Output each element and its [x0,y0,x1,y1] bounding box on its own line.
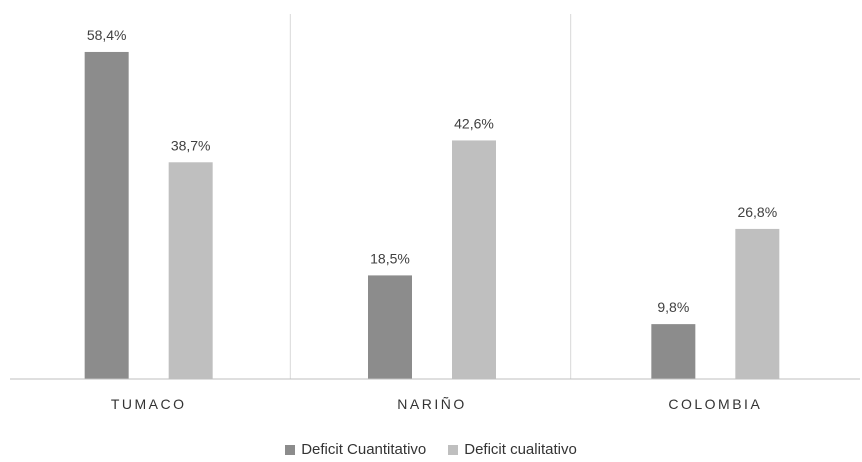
category-label-colombia: COLOMBIA [668,396,762,412]
value-label: 38,7% [171,137,211,153]
legend-item-cuantitativo: Deficit Cuantitativo [285,441,426,458]
bar-cualitativo-nariño [452,140,496,379]
value-label: 58,4% [87,27,127,43]
value-labels-group: 58,4% 38,7% 18,5% 42,6% 9,8% 26,8% [87,27,777,315]
category-label-tumaco: TUMACO [111,396,187,412]
bar-cuantitativo-tumaco [84,51,129,380]
legend-swatch-cualitativo [448,444,459,455]
bar-cualitativo-tumaco [168,162,213,379]
value-label: 9,8% [657,299,689,315]
category-separators [289,14,572,379]
legend-swatch-cuantitativo [285,444,296,455]
bar-cualitativo-colombia [735,228,780,379]
value-label: 18,5% [370,250,410,266]
legend-label-cualitativo: Deficit cualitativo [464,441,577,458]
value-label: 42,6% [454,115,494,131]
legend-label-cuantitativo: Deficit Cuantitativo [301,441,427,458]
bars-group [84,51,780,380]
legend-item-cualitativo: Deficit cualitativo [448,441,577,458]
bar-cuantitativo-nariño [368,275,412,379]
value-label: 26,8% [737,204,777,220]
category-labels-group: TUMACO NARIÑO COLOMBIA [111,396,762,412]
legend: Deficit Cuantitativo Deficit cualitativo [0,441,862,458]
bar-cuantitativo-colombia [651,324,696,379]
category-label-narino: NARIÑO [397,396,466,412]
